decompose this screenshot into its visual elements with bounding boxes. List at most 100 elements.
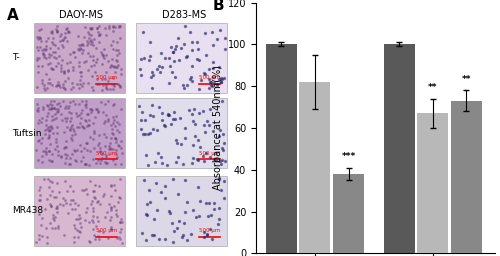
Point	[44, 111, 52, 115]
Point	[200, 234, 208, 239]
Point	[48, 29, 56, 33]
Point	[181, 210, 189, 214]
Point	[145, 188, 153, 192]
Point	[108, 131, 116, 135]
Point	[86, 27, 94, 31]
Point	[77, 159, 85, 163]
Point	[109, 121, 117, 125]
Point	[94, 57, 102, 61]
Point	[99, 54, 107, 58]
Point	[110, 183, 118, 187]
Point	[73, 228, 81, 232]
Point	[196, 87, 203, 91]
Point	[41, 127, 49, 132]
Point	[174, 226, 182, 230]
Point	[78, 124, 86, 129]
Point	[68, 136, 76, 140]
Point	[90, 129, 98, 133]
Point	[148, 70, 156, 74]
Point	[148, 232, 156, 237]
Point	[76, 70, 84, 74]
Point	[62, 156, 70, 160]
Point	[33, 108, 41, 112]
Point	[136, 103, 143, 108]
Point	[98, 88, 106, 92]
Point	[99, 110, 107, 114]
Point	[168, 70, 175, 74]
Point	[49, 216, 57, 220]
Point	[105, 26, 113, 30]
Point	[88, 26, 96, 30]
Text: ***: ***	[342, 153, 355, 162]
Point	[35, 35, 43, 39]
Point	[100, 56, 108, 60]
Point	[46, 128, 54, 132]
Point	[41, 88, 49, 92]
Point	[220, 76, 228, 80]
Point	[188, 40, 196, 44]
Point	[150, 233, 158, 237]
Point	[83, 148, 91, 152]
Point	[47, 107, 55, 111]
Point	[50, 55, 58, 59]
Point	[96, 184, 104, 188]
Point	[179, 83, 187, 87]
Point	[34, 109, 42, 113]
Point	[195, 58, 203, 62]
Point	[36, 185, 44, 189]
Point	[218, 146, 226, 150]
Point	[180, 42, 188, 46]
FancyBboxPatch shape	[136, 176, 228, 246]
Point	[104, 79, 112, 83]
Point	[142, 212, 150, 216]
FancyBboxPatch shape	[136, 23, 228, 93]
Point	[106, 141, 114, 145]
Bar	[266, 44, 296, 253]
Point	[60, 87, 68, 91]
Point	[56, 104, 64, 108]
Point	[38, 48, 46, 52]
Point	[86, 134, 94, 138]
Point	[40, 177, 48, 181]
Point	[49, 50, 57, 54]
Point	[86, 107, 94, 111]
Point	[42, 44, 50, 48]
Point	[32, 35, 40, 39]
Point	[58, 38, 66, 42]
Text: **: **	[428, 83, 438, 92]
Point	[53, 110, 61, 114]
Point	[110, 24, 118, 28]
Point	[48, 159, 56, 163]
Point	[180, 86, 188, 90]
Point	[96, 161, 104, 165]
Point	[54, 46, 62, 50]
Point	[54, 210, 62, 214]
Point	[200, 123, 208, 127]
Point	[71, 201, 79, 205]
Point	[66, 128, 74, 132]
Point	[58, 118, 66, 122]
Point	[89, 54, 97, 58]
Point	[84, 111, 92, 115]
Point	[92, 59, 100, 63]
Point	[94, 233, 102, 238]
Point	[102, 215, 110, 219]
Point	[81, 218, 89, 222]
Point	[137, 57, 145, 61]
Bar	[300, 82, 330, 253]
Point	[95, 40, 103, 44]
FancyBboxPatch shape	[136, 98, 228, 168]
Point	[84, 163, 92, 167]
Point	[158, 111, 166, 115]
Point	[113, 53, 121, 57]
Point	[115, 130, 123, 134]
Point	[115, 24, 123, 28]
Point	[101, 119, 109, 123]
Text: Tuftsin: Tuftsin	[12, 129, 42, 137]
Point	[94, 219, 102, 223]
Point	[72, 217, 80, 221]
Point	[89, 58, 97, 62]
Point	[40, 132, 48, 136]
Point	[81, 103, 89, 107]
Point	[71, 226, 79, 230]
